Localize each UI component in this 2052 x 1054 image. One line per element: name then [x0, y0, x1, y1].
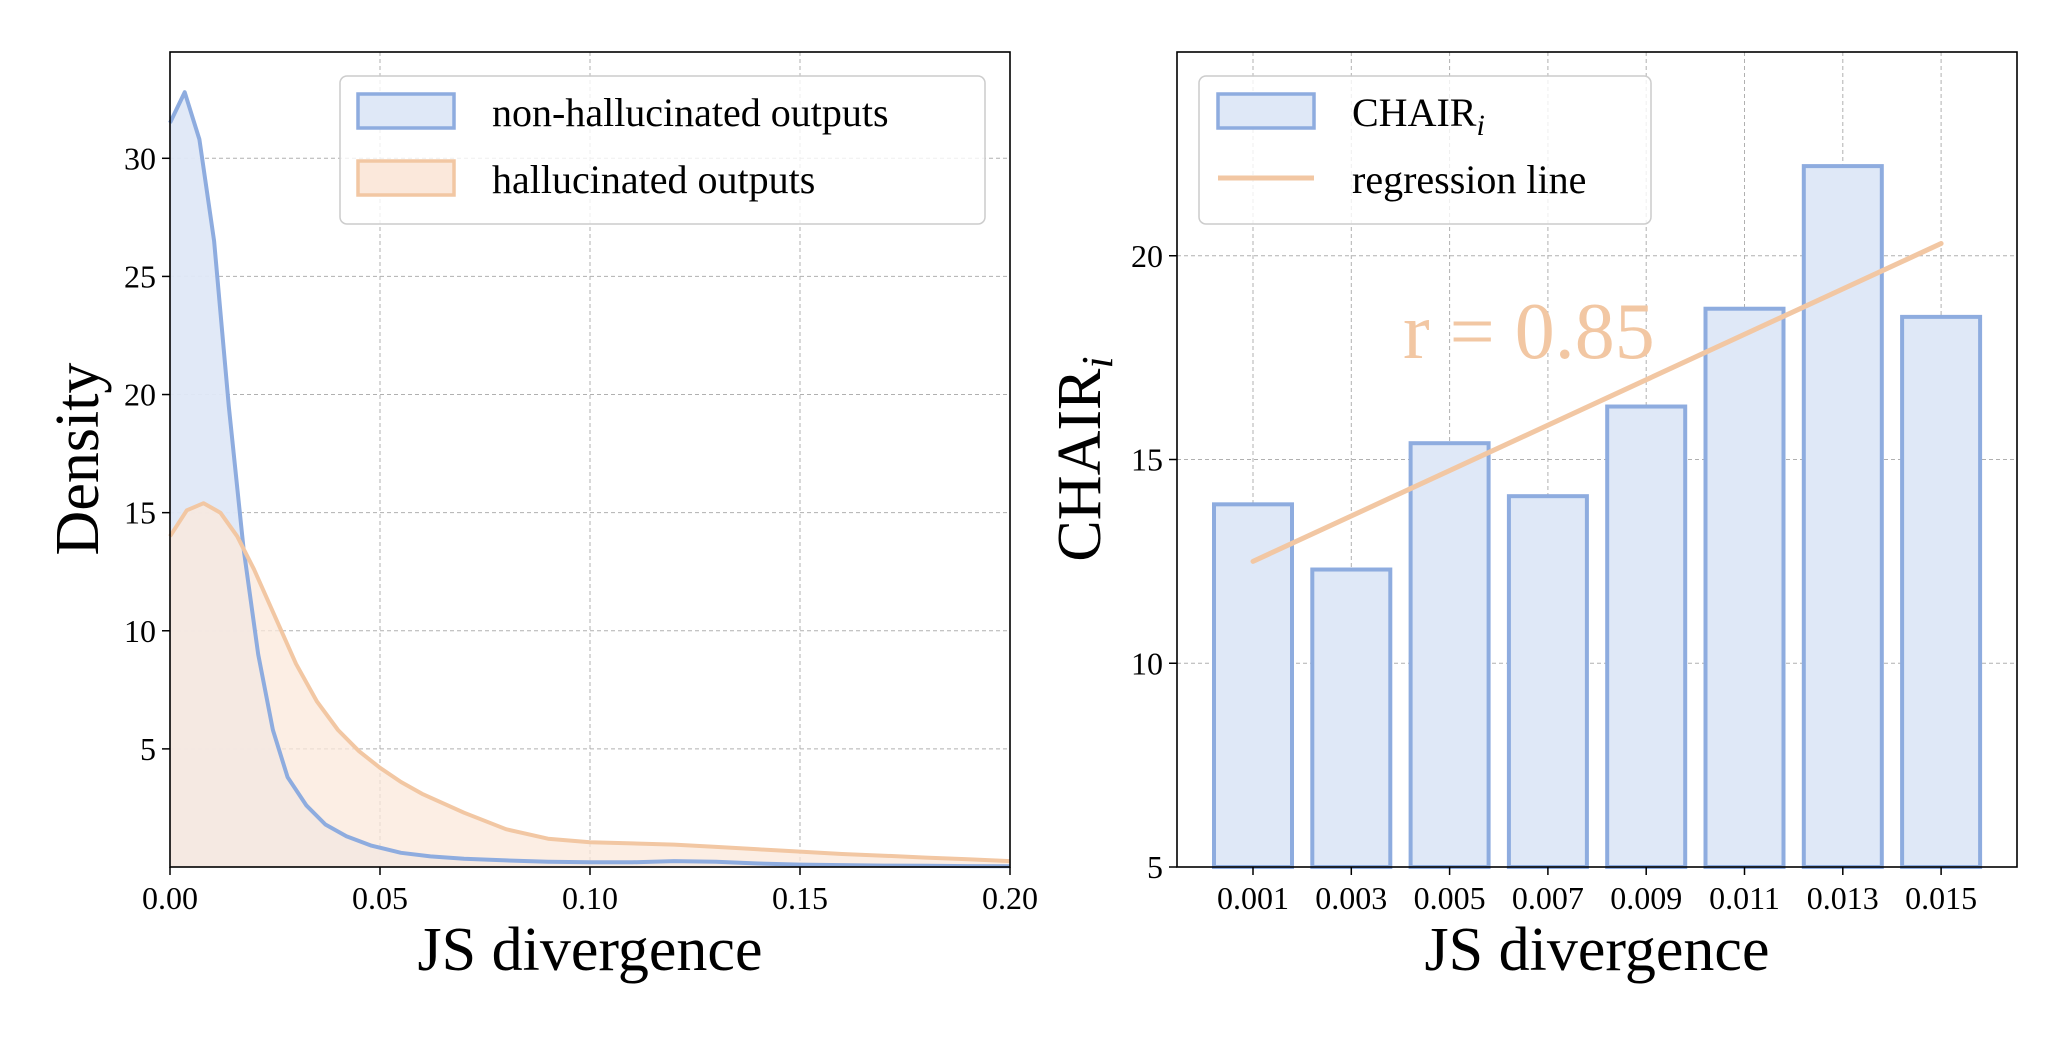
legend-swatch-hallucinated [356, 159, 456, 197]
bar-y-axis-title-subscript: i [1073, 356, 1122, 368]
legend-label-regression: regression line [1352, 157, 1586, 202]
density-y-tick-label: 5 [140, 731, 156, 767]
bar-0.007 [1506, 494, 1589, 869]
bar-0.011 [1703, 306, 1786, 870]
bar-x-ticks: 0.001 0.003 0.005 0.007 0.009 0.011 0.013 0.015 [1217, 867, 1977, 916]
density-x-tick-label: 0.10 [562, 880, 618, 916]
bar-0.013 [1801, 164, 1884, 870]
bar-x-tick-label: 0.011 [1709, 880, 1780, 916]
density-y-axis-title: Density [44, 363, 112, 556]
density-x-tick-label: 0.00 [142, 880, 198, 916]
density-lines [168, 90, 1011, 869]
legend-label-chair-main: CHAIR [1352, 90, 1477, 135]
bar-x-tick-label: 0.001 [1217, 880, 1289, 916]
bar-x-tick-label: 0.013 [1807, 880, 1879, 916]
density-y-ticks: 5 10 15 20 25 30 [124, 140, 170, 767]
bar-legend: CHAIRi regression line [1198, 75, 1652, 225]
density-x-tick-label: 0.15 [772, 880, 828, 916]
density-chart: 0.00 0.05 0.10 0.15 0.20 5 10 15 20 25 30 JS dive… [44, 51, 1038, 984]
density-areas [170, 92, 1010, 867]
chair-bar-chart: 0.001 0.003 0.005 0.007 0.009 0.011 0.013 0.015… [1046, 51, 2018, 984]
density-y-tick-label: 10 [124, 613, 156, 649]
bar-y-axis-title-main: CHAIR [1046, 368, 1114, 562]
bar-x-tick-label: 0.003 [1315, 880, 1387, 916]
density-y-tick-label: 25 [124, 258, 156, 294]
bar-y-tick-label: 5 [1147, 849, 1163, 885]
bar-y-tick-label: 20 [1131, 238, 1163, 274]
bar-series-chair [1212, 164, 1983, 870]
bar-0.005 [1408, 441, 1491, 869]
bar-x-axis-title: JS divergence [1425, 916, 1770, 984]
bar-x-tick-label: 0.015 [1905, 880, 1977, 916]
bar-y-axis-title: CHAIRi [1046, 356, 1122, 561]
legend-label-chair-subscript: i [1476, 109, 1484, 142]
regression-line [1250, 241, 1944, 564]
bar-x-tick-label: 0.007 [1512, 880, 1584, 916]
legend-swatch-chair [1216, 92, 1316, 130]
density-area-hallucinated [170, 503, 1010, 867]
bar-0.015 [1900, 314, 1983, 869]
bar-0.003 [1310, 567, 1393, 870]
density-line-non-hallucinated [168, 90, 1011, 869]
density-legend: non-hallucinated outputs hallucinated ou… [339, 75, 986, 225]
legend-label-non-hallucinated: non-hallucinated outputs [492, 90, 889, 135]
bar-0.001 [1212, 502, 1294, 869]
density-legend-box [339, 75, 986, 225]
bar-x-tick-label: 0.005 [1414, 880, 1486, 916]
density-y-tick-label: 20 [124, 377, 156, 413]
bar-0.009 [1605, 404, 1688, 869]
bar-y-tick-label: 15 [1131, 442, 1163, 478]
legend-label-chair: CHAIRi [1352, 90, 1485, 142]
density-x-axis-title: JS divergence [418, 916, 763, 984]
correlation-annotation: r = 0.85 [1403, 288, 1655, 376]
density-y-tick-label: 15 [124, 495, 156, 531]
bar-x-tick-label: 0.009 [1610, 880, 1682, 916]
legend-swatch-non-hallucinated [356, 92, 456, 130]
density-y-tick-label: 30 [124, 140, 156, 176]
bar-y-tick-label: 10 [1131, 645, 1163, 681]
density-x-tick-label: 0.20 [982, 880, 1038, 916]
bar-y-ticks: 5 10 15 20 [1131, 238, 1177, 885]
density-x-tick-label: 0.05 [352, 880, 408, 916]
legend-label-hallucinated: hallucinated outputs [492, 157, 815, 202]
density-x-ticks: 0.00 0.05 0.10 0.15 0.20 [142, 867, 1038, 916]
density-line-hallucinated [168, 501, 1011, 864]
